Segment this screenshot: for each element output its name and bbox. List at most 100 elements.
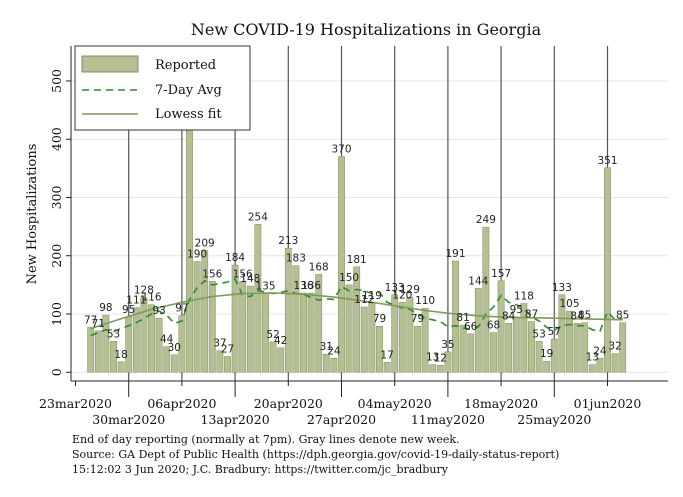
bar-value-label: 97 [175,303,188,315]
bar-value-label: 370 [331,144,351,156]
bar [566,310,573,373]
bar [436,365,444,373]
bar-value-label: 128 [134,285,154,297]
bar-value-label: 249 [476,214,496,226]
bar-value-label: 120 [392,289,412,301]
bar [474,288,482,373]
bar [315,274,323,373]
bar-value-label: 71 [92,318,105,330]
bar [338,156,345,373]
bar-value-label: 66 [464,321,478,333]
bar-value-label: 148 [240,273,260,285]
bar [155,317,163,373]
bar [140,297,148,373]
bar-value-label: 129 [400,284,420,296]
legend-label-7day-avg: 7-Day Avg [155,83,222,98]
bar-value-label: 42 [274,335,287,347]
bar [208,281,216,373]
bar-value-label: 119 [362,290,382,302]
legend-label-lowess: Lowess fit [155,107,222,122]
bar-value-label: 136 [301,280,321,292]
bar [307,292,315,373]
bar [201,250,209,373]
axes: 0 100 200 300 400 500 23mar202030mar202006apr2… [39,46,668,427]
lines [90,277,623,337]
bar [269,341,277,373]
bar-value-label: 93 [152,305,165,317]
bar-value-label: 27 [221,344,234,356]
bar [512,316,520,373]
bar-value-label: 116 [141,292,161,304]
bar [300,292,307,373]
legend: Reported 7-Day Avg Lowess fit [74,45,251,131]
bar-value-label: 79 [373,313,386,325]
bar [292,265,300,373]
bar [604,167,611,373]
x-tick-label: 04may2020 [358,396,432,411]
bar-value-label: 24 [593,345,607,357]
bar [421,307,429,373]
x-tick-label: 30mar2020 [92,412,165,427]
y-tick-label: 100 [49,302,64,326]
bar-value-label: 213 [278,235,298,247]
bar-value-label: 136 [293,280,313,292]
bar [239,281,247,373]
bar [94,330,102,373]
bar [87,327,95,373]
y-tick-label: 300 [49,186,64,210]
bar-value-label: 81 [456,312,469,324]
bar [429,364,437,373]
bar [322,353,330,373]
y-tick-label: 0 [49,368,64,376]
x-tick-label: 11may2020 [411,412,485,427]
bar [224,356,231,373]
footnote-reporting: End of day reporting (normally at 7pm). … [72,433,460,446]
footnote-timestamp: 15:12:02 3 Jun 2020; J.C. Bradbury: http… [72,463,448,476]
bar-value-label: 85 [616,310,629,322]
bar [216,350,224,373]
bar [459,324,467,373]
bar-value-label: 52 [266,329,279,341]
bar [345,284,353,373]
bar [444,351,452,373]
bar [284,247,292,373]
bar [406,296,414,373]
bar-value-label: 95 [510,304,523,316]
lowess-fit-line [90,292,623,330]
bar-value-label: 184 [225,252,245,264]
bar-labels: 7771985318951111281169344309719020915637… [84,144,629,365]
bar-value-label: 183 [286,253,306,265]
x-tick-label: 13apr2020 [201,412,270,427]
bar [102,314,110,373]
bar [528,321,535,373]
bar-value-label: 68 [487,320,500,332]
bar [330,358,338,373]
chart-title: New COVID-19 Hospitalizations in Georgia [191,20,542,39]
bars [87,109,627,373]
bar-value-label: 87 [525,309,538,321]
bar [254,224,262,373]
bar [482,226,490,373]
bar [467,333,475,373]
bar-value-label: 35 [441,339,454,351]
bar [231,264,239,373]
x-tick-label: 27apr2020 [307,412,376,427]
bar-value-label: 79 [411,313,424,325]
bar [611,353,619,373]
y-axis-label: New Hospitalizations [25,144,40,285]
bar [520,303,528,373]
bar-value-label: 18 [114,349,127,361]
bar-value-label: 133 [385,282,405,294]
bar-value-label: 12 [434,352,447,364]
bar-value-label: 156 [202,268,222,280]
bar [246,285,254,373]
x-tick-label: 23mar2020 [39,396,112,411]
bar [543,360,551,373]
bar [360,306,368,373]
bar [581,322,589,373]
bar-value-label: 85 [578,310,591,322]
bar [353,266,361,373]
bar [376,325,383,373]
x-tick-label: 18may2020 [464,396,538,411]
y-tick-label: 200 [49,244,64,268]
